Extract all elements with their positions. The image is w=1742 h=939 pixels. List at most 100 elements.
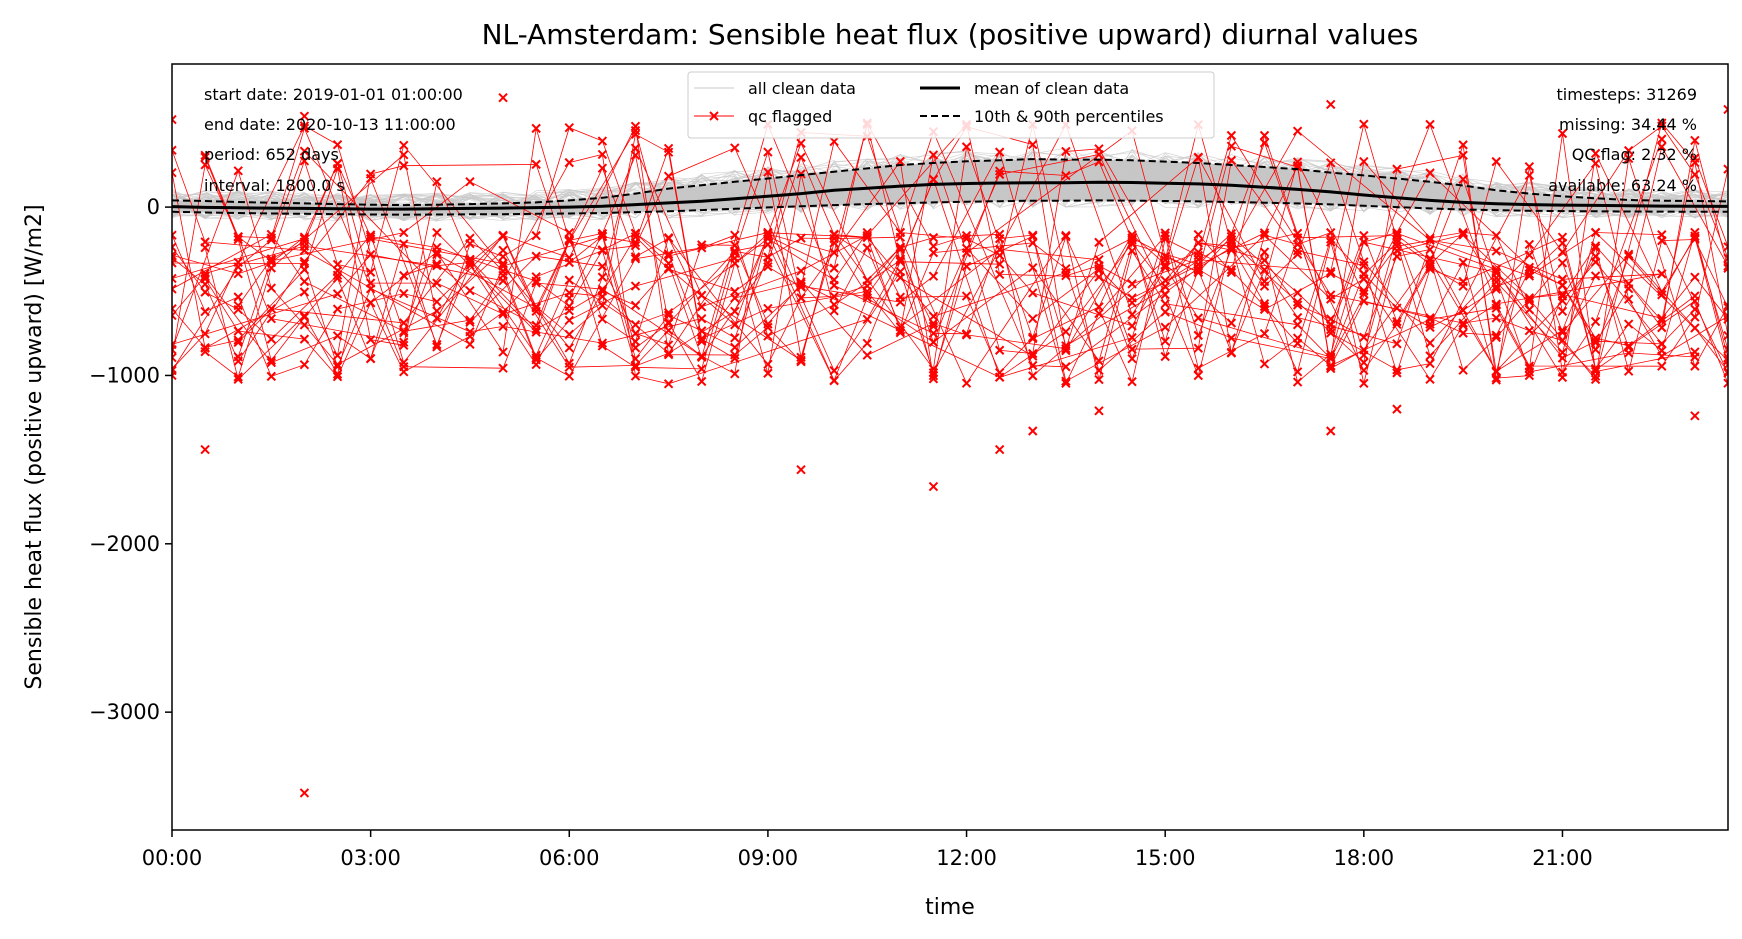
qc-flagged-marker	[172, 230, 177, 240]
qc-flagged-marker	[928, 337, 939, 347]
qc-flagged-marker	[1226, 267, 1237, 278]
y-tick-label: −2000	[89, 532, 160, 556]
qc-flagged-marker	[763, 368, 773, 378]
qc-flagged-marker	[233, 304, 243, 315]
qc-flagged-marker	[564, 123, 574, 133]
qc-flagged-marker	[1028, 333, 1038, 344]
qc-flagged-marker	[332, 304, 343, 314]
qc-flagged-marker	[1028, 139, 1038, 150]
qc-flagged-marker	[696, 336, 707, 347]
qc-flagged-marker	[928, 364, 939, 374]
qc-flagged-marker	[172, 250, 177, 260]
qc-flagged-marker	[1127, 332, 1137, 343]
qc-flagged-marker	[233, 335, 243, 345]
qc-flagged-marker	[531, 324, 541, 335]
qc-flagged-marker	[928, 321, 939, 331]
qc-flagged-marker	[1292, 126, 1303, 136]
qc-flagged-marker	[1557, 128, 1568, 139]
qc-flagged-line	[172, 146, 1728, 379]
qc-flagged-marker	[663, 143, 674, 154]
qc-flagged-marker	[1094, 374, 1104, 385]
qc-flagged-marker	[498, 347, 508, 357]
qc-flagged-marker	[730, 333, 740, 343]
qc-flagged-marker	[172, 253, 177, 263]
legend-label-percentiles: 10th & 90th percentiles	[974, 107, 1164, 126]
qc-flagged-marker	[630, 252, 641, 262]
qc-flagged-marker	[266, 313, 277, 324]
qc-flagged-marker	[1458, 174, 1468, 184]
qc-flagged-marker	[1160, 336, 1170, 346]
qc-flagged-marker	[1292, 288, 1303, 298]
qc-flagged-marker	[1491, 300, 1501, 310]
qc-flagged-marker	[994, 250, 1005, 261]
qc-flagged-line	[204, 121, 1728, 378]
qc-flagged-marker	[1590, 271, 1601, 281]
qc-flagged-marker	[1326, 363, 1336, 374]
qc-flagged-marker	[1657, 121, 1667, 131]
qc-flagged-marker	[200, 152, 210, 163]
qc-outlier-marker	[498, 92, 508, 103]
qc-flagged-marker	[1524, 271, 1535, 281]
qc-flagged-marker	[200, 287, 210, 297]
qc-flagged-marker	[1094, 302, 1104, 312]
qc-flagged-marker	[630, 343, 641, 353]
qc-flagged-marker	[1226, 141, 1237, 151]
qc-flagged-marker	[564, 362, 574, 372]
qc-flagged-marker	[432, 260, 442, 271]
qc-flagged-marker	[597, 291, 608, 302]
qc-flagged-marker	[994, 166, 1005, 176]
qc-flagged-marker	[597, 338, 608, 348]
legend-box	[687, 71, 1215, 139]
qc-flagged-marker	[763, 359, 773, 370]
qc-flagged-marker	[763, 331, 773, 341]
qc-flagged-marker	[1094, 144, 1104, 154]
qc-flagged-marker	[1524, 262, 1535, 273]
qc-flagged-marker	[1193, 330, 1204, 341]
qc-flagged-marker	[399, 140, 409, 151]
qc-flagged-marker	[796, 152, 806, 163]
qc-flagged-marker	[663, 264, 674, 274]
qc-flagged-marker	[1557, 247, 1568, 257]
qc-flagged-marker	[432, 249, 442, 260]
qc-outlier-marker	[299, 788, 310, 798]
qc-flagged-marker	[1690, 272, 1700, 282]
qc-flagged-marker	[498, 321, 508, 332]
qc-flagged-marker	[1392, 319, 1402, 330]
qc-flagged-marker	[564, 358, 574, 369]
qc-flagged-marker	[928, 271, 939, 281]
qc-flagged-marker	[663, 340, 674, 350]
qc-flagged-marker	[1292, 338, 1303, 349]
qc-flagged-marker	[730, 240, 740, 251]
qc-flagged-marker	[465, 315, 475, 325]
qc-flagged-marker	[1160, 262, 1170, 273]
qc-flagged-marker	[1590, 316, 1601, 327]
qc-flagged-marker	[233, 374, 243, 385]
qc-flagged-marker	[498, 276, 508, 286]
qc-flagged-marker	[1590, 371, 1601, 381]
qc-flagged-marker	[1359, 237, 1369, 247]
qc-flagged-marker	[365, 278, 376, 288]
y-tick-label: 0	[147, 195, 160, 219]
qc-flagged-marker	[928, 150, 939, 160]
qc-flagged-marker	[266, 355, 277, 365]
qc-flagged-marker	[928, 174, 939, 185]
qc-flagged-marker	[696, 376, 707, 387]
qc-flagged-marker	[1292, 377, 1303, 387]
qc-flagged-marker	[730, 342, 740, 353]
qc-flagged-marker	[1458, 281, 1468, 291]
qc-flagged-marker	[465, 339, 475, 349]
qc-flagged-marker	[1690, 352, 1700, 362]
qc-flagged-marker	[1723, 164, 1728, 174]
qc-flagged-marker	[829, 291, 839, 302]
qc-flagged-marker	[1160, 228, 1170, 238]
qc-flagged-marker	[299, 241, 310, 251]
qc-flagged-marker	[1657, 338, 1667, 349]
qc-flagged-line	[172, 123, 1728, 370]
qc-flagged-marker	[961, 329, 972, 339]
qc-flagged-marker	[531, 123, 541, 134]
qc-flagged-marker	[1061, 267, 1071, 278]
qc-flagged-marker	[597, 228, 608, 239]
qc-flagged-marker	[1160, 260, 1170, 271]
qc-flagged-marker	[266, 334, 277, 344]
qc-flagged-marker	[266, 235, 277, 245]
